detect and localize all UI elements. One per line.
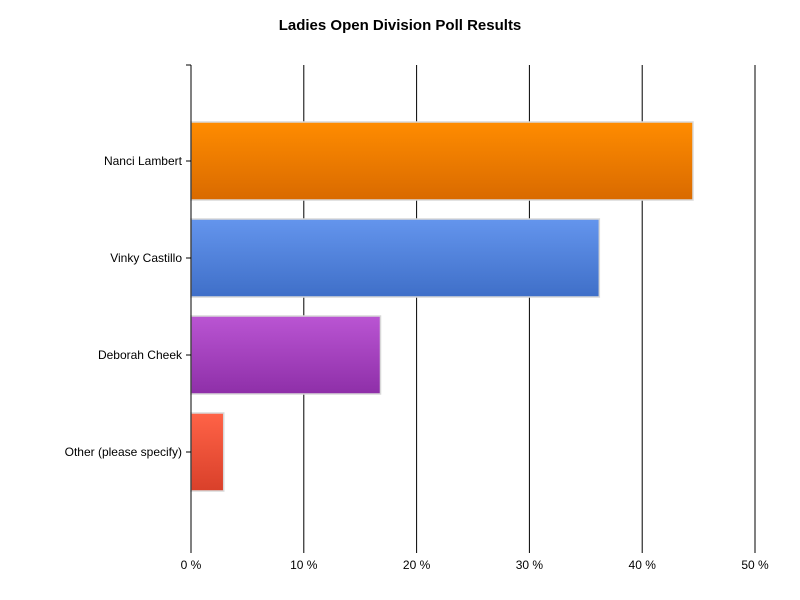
bar-deborah-cheek — [190, 315, 382, 395]
x-tick-label: 40 % — [629, 558, 657, 572]
x-tick-label: 20 % — [403, 558, 431, 572]
y-category-label: Vinky Castillo — [110, 251, 182, 265]
y-category-label: Other (please specify) — [65, 445, 182, 459]
x-tick-label: 10 % — [290, 558, 318, 572]
x-tick-label: 50 % — [741, 558, 769, 572]
x-tick-label: 0 % — [181, 558, 202, 572]
chart-title: Ladies Open Division Poll Results — [278, 17, 522, 34]
axis-layer: 0 % 10 % 20 % 30 % 40 % 50 % Nanci Lambert Vink… — [65, 64, 769, 572]
bar-layer — [190, 121, 694, 492]
x-tick-label: 30 % — [516, 558, 544, 572]
bar-vinky-castillo — [190, 218, 601, 298]
y-category-label: Deborah Cheek — [98, 348, 183, 362]
y-category-label: Nanci Lambert — [104, 154, 183, 168]
bar-nanci-lambert — [190, 121, 694, 201]
bar-other-please-specify — [190, 412, 225, 492]
